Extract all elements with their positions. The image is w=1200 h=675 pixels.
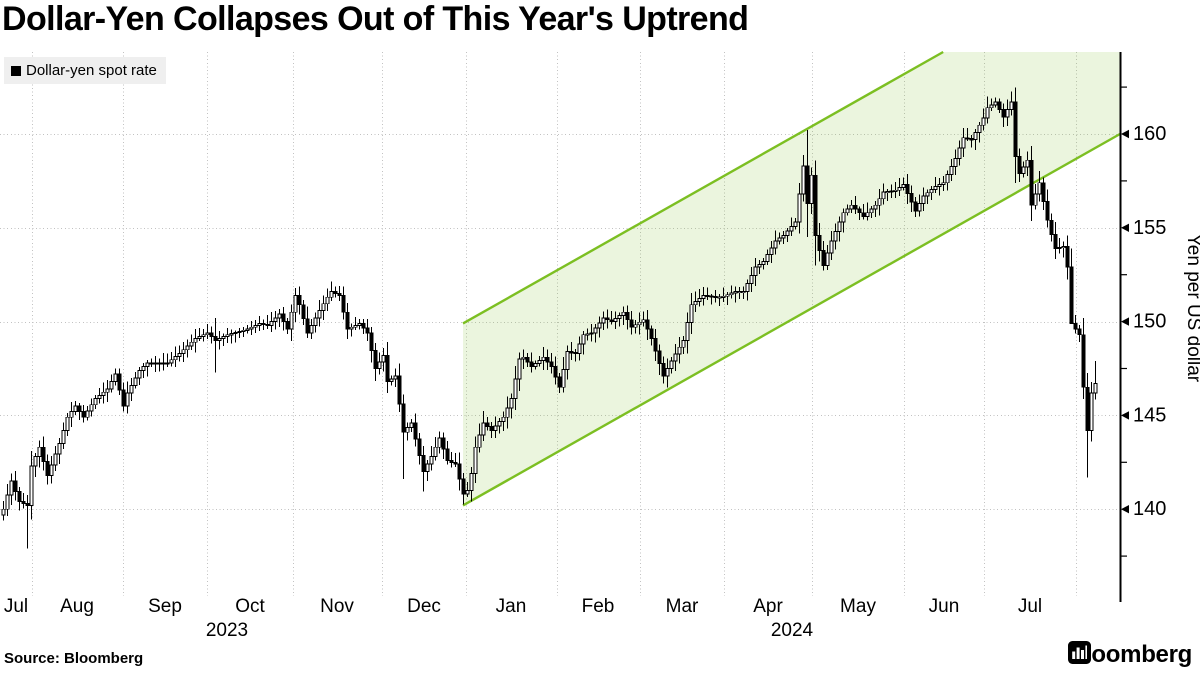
svg-text:2024: 2024 <box>771 620 814 641</box>
legend-swatch-icon <box>11 65 21 76</box>
svg-text:Jul: Jul <box>1018 596 1042 617</box>
svg-text:Oct: Oct <box>235 596 265 617</box>
svg-text:140: 140 <box>1133 498 1166 520</box>
svg-text:2023: 2023 <box>206 620 248 641</box>
svg-text:Feb: Feb <box>582 596 615 617</box>
chart-title: Dollar-Yen Collapses Out of This Year's … <box>2 0 749 38</box>
svg-text:145: 145 <box>1133 404 1166 426</box>
svg-text:160: 160 <box>1133 123 1166 145</box>
uptrend-channel <box>462 50 1121 507</box>
y-axis: 160 155 150 145 140 <box>1119 52 1166 602</box>
svg-text:Jul: Jul <box>4 596 28 617</box>
x-axis-labels: Jul Aug Sep Oct Nov Dec Jan Feb Mar Apr May Jun Jul 2… <box>4 596 1042 641</box>
candles <box>1 87 1098 549</box>
source-note: Source: Bloomberg <box>4 650 144 667</box>
svg-text:Apr: Apr <box>753 596 783 617</box>
svg-text:Jun: Jun <box>929 596 960 617</box>
svg-text:Yen per US dollar: Yen per US dollar <box>1183 234 1200 383</box>
svg-text:Jan: Jan <box>496 596 527 617</box>
svg-text:Mar: Mar <box>666 596 699 617</box>
horizontal-gridlines <box>0 134 1120 510</box>
vertical-gridlines <box>32 52 1077 596</box>
svg-text:150: 150 <box>1133 311 1166 333</box>
legend: Dollar-yen spot rate <box>4 57 166 84</box>
svg-text:Sep: Sep <box>148 596 182 617</box>
svg-text:Nov: Nov <box>320 596 354 617</box>
svg-text:May: May <box>840 596 876 617</box>
svg-text:Dec: Dec <box>407 596 441 617</box>
bloomberg-logo: Bloomberg <box>1068 641 1192 669</box>
legend-label: Dollar-yen spot rate <box>26 62 157 79</box>
svg-text:155: 155 <box>1133 217 1166 239</box>
svg-text:Aug: Aug <box>60 596 94 617</box>
bloomberg-bars-icon <box>1068 641 1092 664</box>
y-axis-title: Yen per US dollar <box>1183 234 1200 383</box>
